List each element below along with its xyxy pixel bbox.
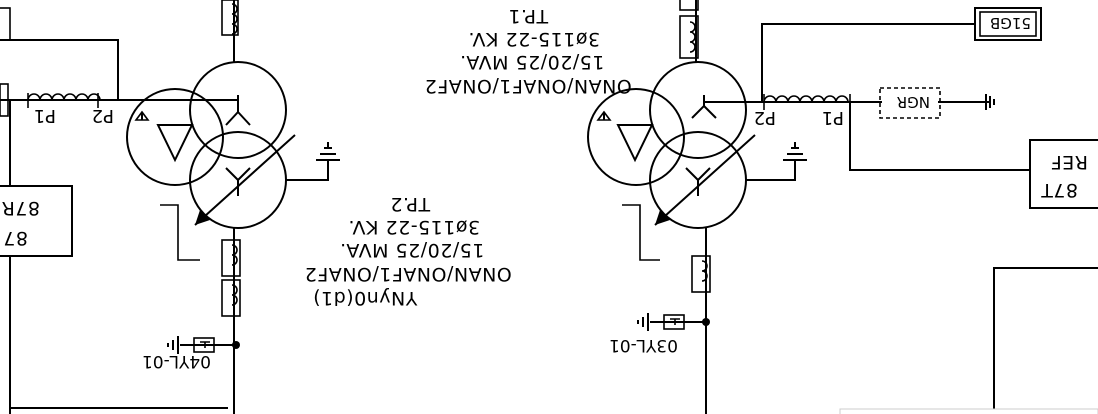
tp2-winding-wye [189,61,287,159]
transformer-tp1: P2 P1 NGR 51GB [424,0,1098,414]
tp1-winding-delta [587,88,685,186]
tp1-nameplate: ONAN/ONAF1/ONAF2 15/20/25 MVA. 3ø115-22 … [424,5,632,97]
tp2-nameplate: YNyn0(d1) ONAN/ONAF1/ONAF2 15/20/25 MVA.… [304,193,512,309]
tp1-neutral-ct: P2 P1 NGR [704,87,995,128]
ref-label: REF [1050,151,1088,173]
87t-label: 87T [1041,179,1078,201]
tp2-arrester-code: 04YL-01 [142,351,211,371]
tp2-relay-label-87r: 87R [1,197,40,219]
tp2-relay-box: 87R 87 [0,185,73,257]
tp1-rating: 15/20/25 MVA. [460,51,605,73]
tp1-arrester-code: 03YL-01 [609,335,678,355]
tp1-surge-arrester [637,313,710,331]
tp1-name: TP.1 [508,5,549,27]
tp2-surge-arrester [167,336,240,354]
tp1-voltage: 3ø115-22 KV. [468,28,600,50]
tp2-cooling: ONAN/ONAF1/ONAF2 [304,263,512,285]
panel-edge [839,408,1098,414]
tp2-p2-label: P2 [92,105,114,126]
tp1-relay-label: 51GB [990,14,1031,32]
tp2-relay-label-87: 87 [3,227,28,249]
tp1-p2-label: P2 [754,107,776,128]
tp2-voltage: 3ø115-22 KV. [348,216,480,238]
tp2-name: TP.2 [390,193,431,215]
ref-87t-box: REF 87T [1029,139,1098,209]
tp2-p1-label: P1 [34,105,56,126]
tp2-winding-delta [126,88,224,186]
tp1-ngr-label: NGR [897,93,930,111]
tp2-top-ct [221,0,239,62]
tp1-ngr-box [879,87,941,119]
tp2-vector-group: YNyn0(d1) [313,287,419,309]
tp1-top-ct [679,0,699,62]
tp1-cooling: ONAN/ONAF1/ONAF2 [424,75,632,97]
tp1-p1-label: P1 [822,107,844,128]
tp1-winding-wye [649,61,747,159]
tp1-relay-box: 51GB [761,7,1042,102]
tp2-bottom-ct [221,228,241,414]
tp2-neutral-ct: P1 P2 [0,83,238,126]
tp2-rating: 15/20/25 MVA. [340,239,485,261]
transformer-tp2: P1 P2 87R 87 [0,0,512,414]
